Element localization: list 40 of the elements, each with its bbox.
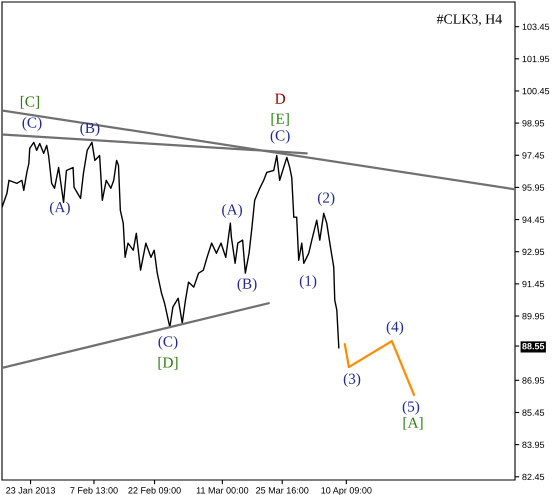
annotation: (4)	[386, 321, 404, 335]
y-tick-label: 86.95	[522, 377, 544, 384]
y-tick-label: 101.95	[522, 56, 550, 62]
line-series	[344, 340, 416, 396]
y-tick-label: 82.45	[522, 474, 544, 480]
annotation: (5)	[402, 400, 420, 415]
y-tick-label: 95.95	[522, 184, 544, 191]
annotation: (C)	[158, 336, 178, 350]
annotation: (C)	[270, 130, 290, 144]
y-tick-label: 92.95	[522, 248, 544, 256]
annotation: (C)	[22, 116, 42, 131]
x-tick-label: 23 Jan 2013	[6, 487, 56, 494]
annotation: [A]	[404, 417, 422, 430]
annotation: [D]	[158, 356, 178, 370]
y-tick-label: 89.95	[522, 312, 544, 320]
x-tick-label: 25 Mar 16:00	[256, 487, 308, 494]
y-tick-label: 88.55	[522, 343, 544, 350]
annotation: (1)	[300, 275, 316, 290]
y-tick-label: 97.45	[522, 152, 544, 159]
annotation: [C]	[20, 96, 39, 109]
x-tick-label: 10 Apr 09:00	[321, 487, 372, 495]
annotation: D	[275, 94, 286, 104]
annotation: (3)	[344, 373, 360, 388]
y-tick-label: 85.45	[522, 409, 544, 416]
y-tick-label: 98.95	[522, 120, 544, 126]
annotation: (B)	[80, 122, 100, 136]
annotation: (B)	[238, 278, 257, 292]
annotation: (A)	[222, 204, 242, 218]
x-tick-label: 7 Feb 13:00	[70, 486, 118, 494]
annotation: (2)	[318, 192, 334, 206]
text: #CLK3, H4	[436, 14, 502, 26]
annotation: (A)	[50, 202, 70, 216]
y-tick-label: 91.45	[522, 280, 544, 288]
y-tick-label: 83.95	[522, 442, 544, 448]
x-tick-label: 11 Mar 00:00	[196, 487, 248, 494]
annotation: [E]	[272, 113, 289, 126]
y-tick-label: 94.45	[522, 216, 544, 223]
x-tick-label: 22 Feb 09:00	[128, 486, 181, 494]
y-tick-label: 103.45	[522, 24, 550, 30]
y-tick-label: 100.45	[522, 88, 550, 94]
